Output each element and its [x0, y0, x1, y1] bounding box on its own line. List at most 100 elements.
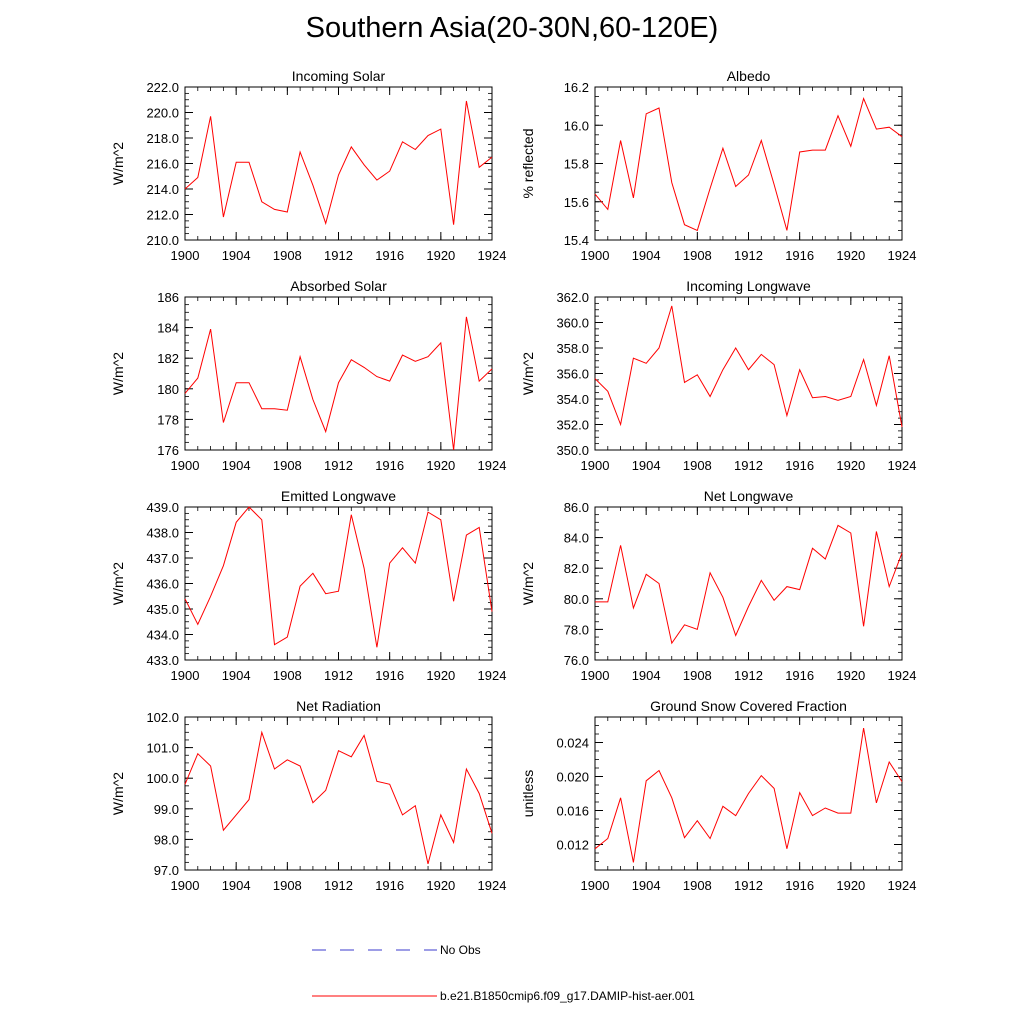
- x-tick-label: 1924: [888, 458, 917, 473]
- chart-panel-4: 1900 1904 1908 1912 1916 1920 1924 350.0 352.0 35…: [520, 278, 916, 473]
- y-axis-label: W/m^2: [110, 142, 126, 185]
- y-axis-label: W/m^2: [110, 352, 126, 395]
- x-tick-label: 1916: [785, 458, 814, 473]
- x-tick-label: 1912: [324, 248, 353, 263]
- y-tick-label: 16.2: [564, 80, 589, 95]
- series-line: [184, 506, 493, 648]
- series-line: [595, 524, 903, 645]
- x-tick-label: 1908: [273, 248, 302, 263]
- x-tick-label: 1908: [273, 878, 302, 893]
- y-tick-label: 216.0: [146, 157, 179, 172]
- x-tick-label: 1916: [785, 878, 814, 893]
- y-axis-label: % reflected: [520, 128, 536, 198]
- panel-title: Net Radiation: [296, 698, 381, 714]
- y-tick-label: 99.0: [154, 802, 179, 817]
- x-tick-label: 1916: [785, 248, 814, 263]
- panel-title: Albedo: [727, 68, 771, 84]
- y-tick-label: 97.0: [154, 863, 179, 878]
- plot-frame: [594, 296, 903, 451]
- x-tick-label: 1920: [426, 458, 455, 473]
- page-title: Southern Asia(20-30N,60-120E): [305, 12, 719, 44]
- x-tick-label: 1900: [171, 668, 200, 683]
- series-line: [184, 100, 493, 226]
- plot-frame: [184, 716, 493, 871]
- plot-frame: [184, 296, 493, 451]
- y-tick-label: 362.0: [556, 290, 589, 305]
- y-tick-label: 80.0: [564, 592, 589, 607]
- chart-panel-8: 1900 1904 1908 1912 1916 1920 1924 0.012 0.016 0.…: [520, 698, 916, 893]
- x-tick-label: 1916: [375, 458, 404, 473]
- legend-obs-label: No Obs: [440, 943, 481, 957]
- series-line: [184, 730, 493, 865]
- y-tick-label: 352.0: [556, 418, 589, 433]
- y-tick-label: 178: [157, 412, 179, 427]
- y-tick-label: 220.0: [146, 106, 179, 121]
- chart-panel-1: 1900 1904 1908 1912 1916 1920 1924 210.0 212.0 21…: [110, 68, 506, 263]
- x-tick-label: 1900: [171, 458, 200, 473]
- y-tick-label: 222.0: [146, 80, 179, 95]
- y-axis-label: W/m^2: [110, 562, 126, 605]
- y-tick-label: 218.0: [146, 131, 179, 146]
- x-tick-label: 1904: [222, 668, 251, 683]
- y-axis-label: W/m^2: [110, 772, 126, 815]
- series-line: [184, 316, 493, 451]
- y-axis-label: W/m^2: [520, 562, 536, 605]
- y-tick-label: 210.0: [146, 233, 179, 248]
- y-tick-label: 101.0: [146, 741, 179, 756]
- y-tick-label: 15.8: [564, 157, 589, 172]
- x-tick-label: 1900: [171, 878, 200, 893]
- y-tick-label: 15.4: [564, 233, 589, 248]
- x-tick-label: 1912: [734, 878, 763, 893]
- x-tick-label: 1920: [836, 248, 865, 263]
- x-tick-label: 1924: [478, 458, 507, 473]
- y-tick-label: 98.0: [154, 832, 179, 847]
- y-tick-label: 15.6: [564, 195, 589, 210]
- y-tick-label: 84.0: [564, 531, 589, 546]
- x-tick-label: 1908: [683, 878, 712, 893]
- chart-panel-3: 1900 1904 1908 1912 1916 1920 1924 176 178 180 182…: [110, 278, 506, 473]
- panel-title: Emitted Longwave: [281, 488, 396, 504]
- panel-title: Ground Snow Covered Fraction: [650, 698, 847, 714]
- x-tick-label: 1916: [375, 248, 404, 263]
- y-tick-label: 0.020: [556, 770, 589, 785]
- chart-panel-6: 1900 1904 1908 1912 1916 1920 1924 76.0 78.0 80.0…: [520, 488, 916, 683]
- y-tick-label: 78.0: [564, 622, 589, 637]
- x-tick-label: 1908: [683, 458, 712, 473]
- y-tick-label: 437.0: [146, 551, 179, 566]
- y-tick-label: 435.0: [146, 602, 179, 617]
- y-tick-label: 0.024: [556, 736, 589, 751]
- x-tick-label: 1912: [324, 458, 353, 473]
- x-tick-label: 1912: [324, 878, 353, 893]
- y-tick-label: 436.0: [146, 577, 179, 592]
- y-tick-label: 433.0: [146, 653, 179, 668]
- x-tick-label: 1900: [581, 458, 610, 473]
- panel-title: Net Longwave: [704, 488, 794, 504]
- y-tick-label: 434.0: [146, 628, 179, 643]
- y-tick-label: 186: [157, 290, 179, 305]
- y-tick-label: 16.0: [564, 118, 589, 133]
- panel-title: Absorbed Solar: [290, 278, 387, 294]
- x-tick-label: 1904: [222, 878, 251, 893]
- x-tick-label: 1920: [426, 878, 455, 893]
- series-line: [594, 96, 903, 232]
- chart-panel-7: 1900 1904 1908 1912 1916 1920 1924 97.0 98.0 99.0…: [110, 698, 506, 893]
- x-tick-label: 1904: [632, 248, 661, 263]
- x-tick-label: 1908: [683, 668, 712, 683]
- y-tick-label: 0.012: [556, 838, 589, 853]
- y-tick-label: 184: [157, 321, 179, 336]
- x-tick-label: 1904: [222, 248, 251, 263]
- x-tick-label: 1904: [222, 458, 251, 473]
- y-tick-label: 182: [157, 351, 179, 366]
- x-tick-label: 1916: [375, 668, 404, 683]
- y-tick-label: 439.0: [146, 500, 179, 515]
- x-tick-label: 1924: [888, 668, 917, 683]
- x-tick-label: 1904: [632, 878, 661, 893]
- plot-frame: [594, 86, 903, 241]
- y-tick-label: 102.0: [146, 710, 179, 725]
- y-axis-label: unitless: [520, 770, 536, 817]
- y-tick-label: 176: [157, 443, 179, 458]
- y-axis-label: W/m^2: [520, 352, 536, 395]
- x-tick-label: 1920: [836, 668, 865, 683]
- panel-title: Incoming Solar: [292, 68, 386, 84]
